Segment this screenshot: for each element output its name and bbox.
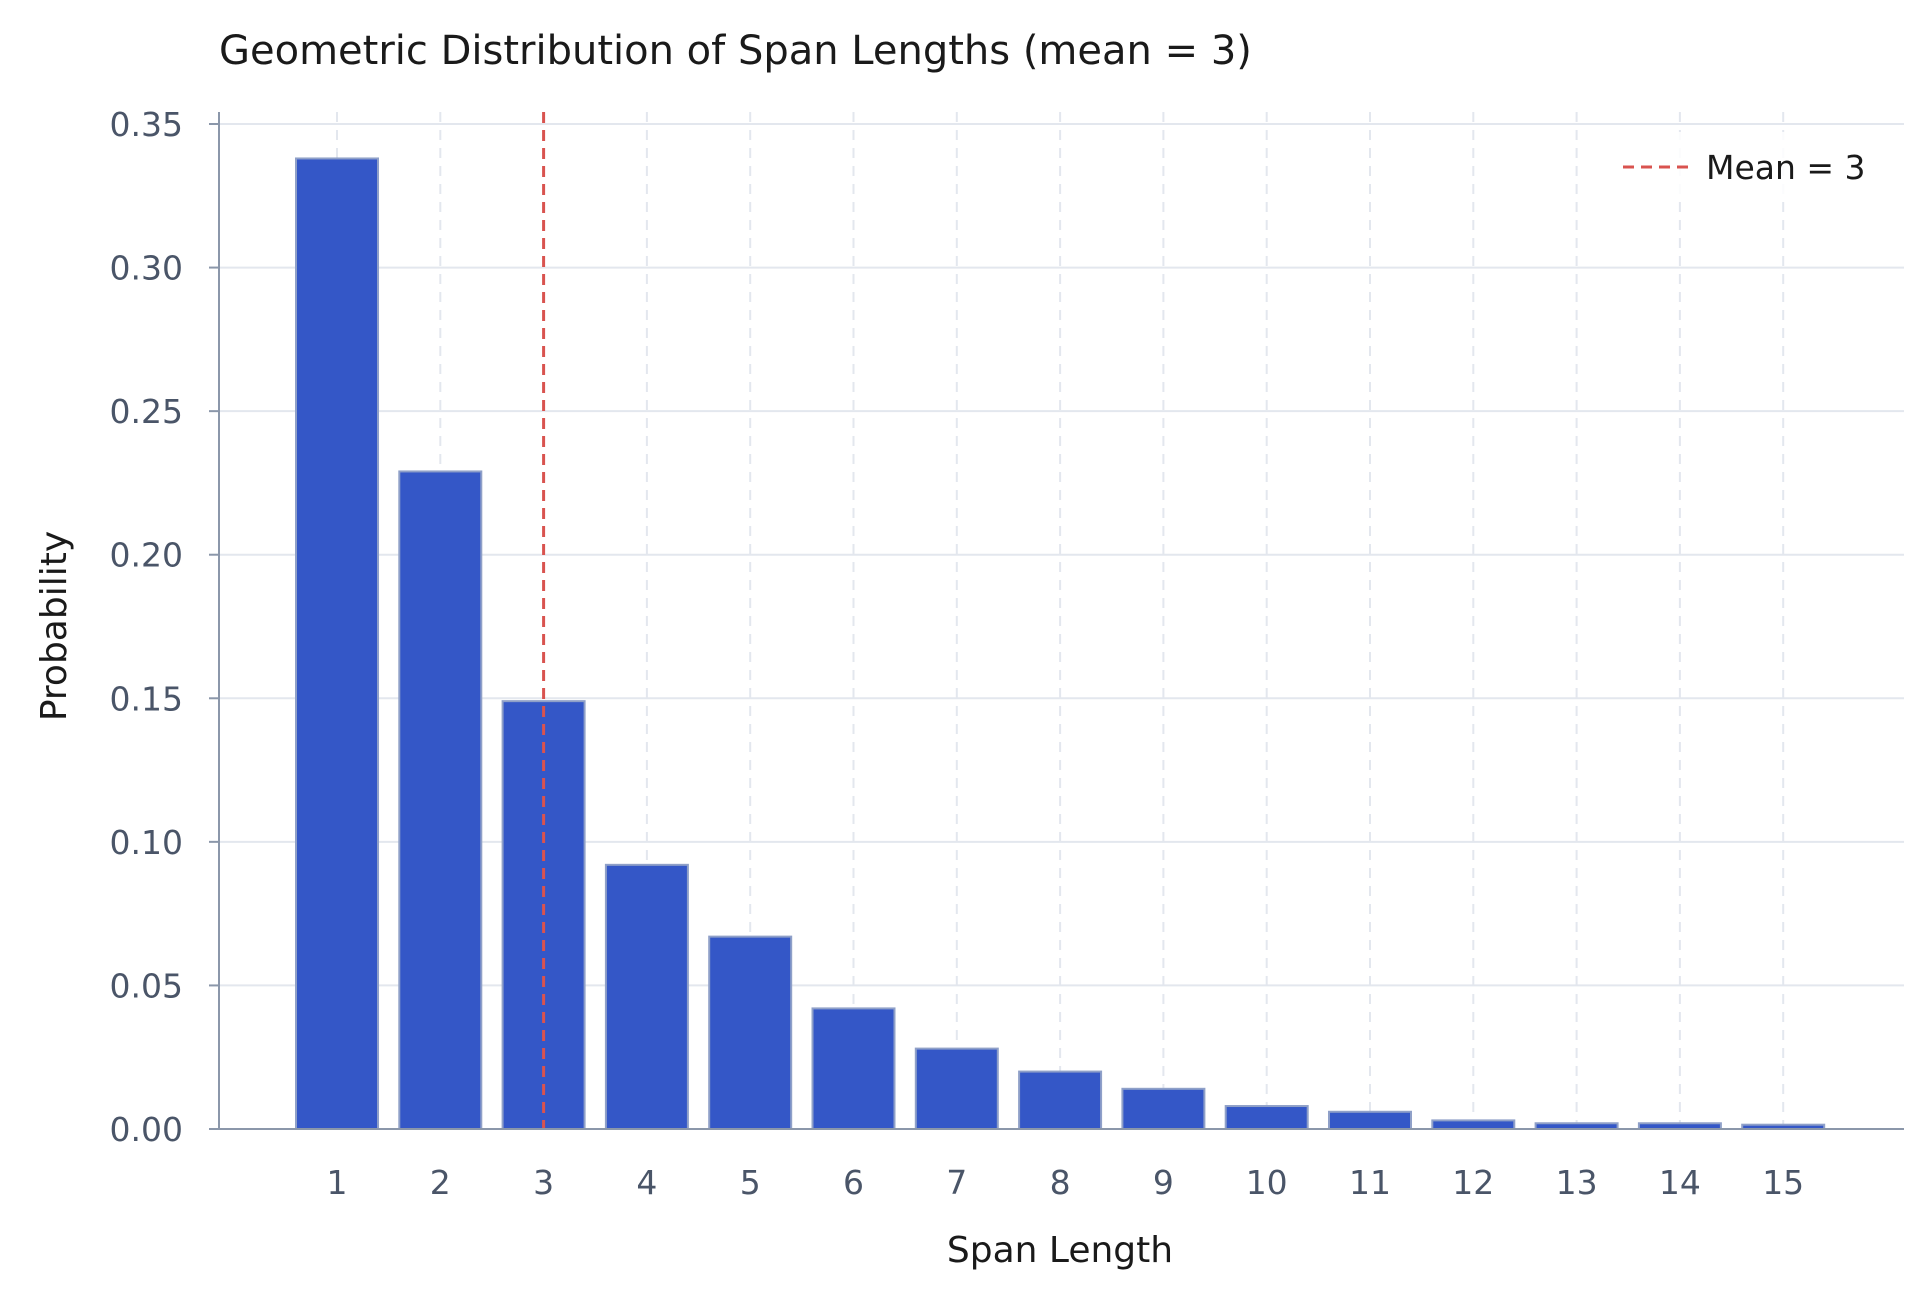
x-tick-label: 8	[1050, 1163, 1071, 1202]
y-tick-label: 0.10	[110, 823, 183, 862]
y-tick-label: 0.05	[110, 966, 183, 1005]
tick-labels: 0.000.050.100.150.200.250.300.351 2 3 4 5 6 7 8…	[110, 105, 1805, 1202]
bar-span-length-1	[295, 157, 379, 1130]
chart-title: Geometric Distribution of Span Lengths (…	[219, 28, 1252, 74]
bar-span-length-6	[811, 1007, 896, 1131]
x-tick-label: 14	[1659, 1163, 1701, 1202]
x-tick-label: 6	[843, 1163, 864, 1202]
bar-span-length-4	[604, 863, 689, 1130]
x-tick-label: 13	[1556, 1163, 1598, 1202]
x-tick-label: 11	[1349, 1163, 1391, 1202]
x-axis-label: Span Length	[947, 1230, 1173, 1271]
bars	[295, 157, 1826, 1131]
x-tick-label: 5	[740, 1163, 761, 1202]
legend-label: Mean = 3	[1706, 148, 1866, 187]
x-tick-label: 1	[327, 1163, 348, 1202]
y-tick-label: 0.15	[110, 679, 183, 718]
bar-span-length-5	[708, 935, 793, 1130]
y-tick-label: 0.25	[110, 392, 183, 431]
y-tick-label: 0.35	[110, 105, 183, 144]
bar-span-length-10	[1224, 1105, 1309, 1130]
x-tick-label: 3	[533, 1163, 554, 1202]
x-tick-label: 10	[1246, 1163, 1288, 1202]
bar-span-length-8	[1018, 1070, 1103, 1130]
y-tick-label: 0.30	[110, 249, 183, 288]
legend: Mean = 3	[1596, 132, 1886, 200]
x-tick-label: 12	[1452, 1163, 1494, 1202]
y-tick-label: 0.20	[110, 536, 183, 575]
y-tick-label: 0.00	[110, 1110, 183, 1149]
bar-span-length-9	[1121, 1087, 1206, 1131]
x-tick-label: 15	[1762, 1163, 1804, 1202]
x-tick-label: 4	[636, 1163, 657, 1202]
bar-span-length-2	[398, 470, 483, 1130]
x-tick-label: 2	[430, 1163, 451, 1202]
y-axis-label: Probability	[34, 531, 75, 721]
bar-span-length-12	[1431, 1119, 1516, 1131]
x-tick-label: 7	[946, 1163, 967, 1202]
grid-lines	[219, 112, 1904, 1129]
axes	[209, 112, 1904, 1130]
x-tick-label: 9	[1153, 1163, 1174, 1202]
bar-span-length-11	[1328, 1110, 1412, 1131]
bar-span-length-7	[914, 1047, 999, 1130]
